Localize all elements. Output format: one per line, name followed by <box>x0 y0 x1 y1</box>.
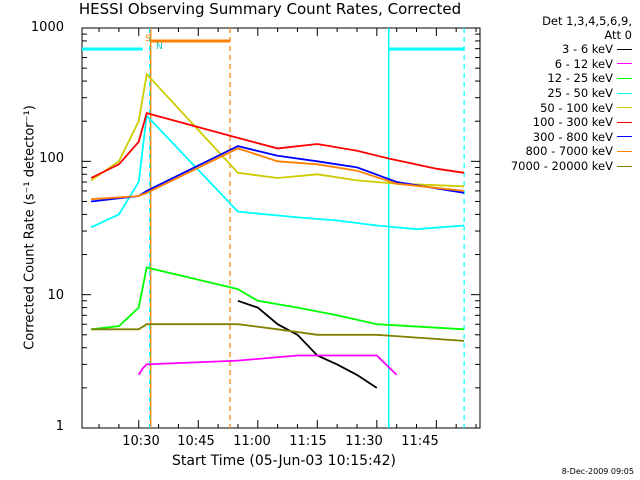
legend-label: 7000 - 20000 keV <box>510 159 613 174</box>
legend-label: 3 - 6 keV <box>562 42 613 57</box>
legend-label: 6 - 12 keV <box>554 56 613 71</box>
y-tick-label: 10 <box>47 288 64 303</box>
legend-label: 12 - 25 keV <box>547 71 613 86</box>
legend-label: 25 - 50 keV <box>547 86 613 101</box>
legend-label: 800 - 7000 keV <box>525 144 613 159</box>
x-tick-label: 10:30 <box>122 434 160 449</box>
x-axis-label: Start Time (05-Jun-03 10:15:42) <box>172 453 396 469</box>
series-line-6 <box>90 111 465 179</box>
legend-item: 12 - 25 keV <box>486 71 632 86</box>
legend-label: 100 - 300 keV <box>532 115 613 130</box>
marker-label-s: S <box>145 34 151 44</box>
legend-swatch <box>617 63 632 65</box>
x-tick-label: 11:00 <box>233 434 271 449</box>
y-tick-label: 100 <box>39 151 64 166</box>
legend-swatch <box>617 150 632 152</box>
plot-frame <box>81 27 481 429</box>
legend-item: 100 - 300 keV <box>486 115 632 130</box>
series-line-1 <box>237 299 378 389</box>
x-tick-label: 11:30 <box>345 434 383 449</box>
legend-swatch <box>617 121 632 123</box>
legend-header-line-1: Det 1,3,4,5,6,9, <box>542 14 632 28</box>
legend-header-line-2: Att 0 <box>604 28 632 42</box>
legend-item: 800 - 7000 keV <box>486 144 632 159</box>
legend-swatch <box>617 107 632 109</box>
series-line-4 <box>90 113 465 231</box>
x-tick-label: 11:45 <box>401 434 439 449</box>
series-line-8 <box>91 147 465 201</box>
series-line-5 <box>90 72 465 188</box>
timestamp: 8-Dec-2009 09:05 <box>561 467 634 476</box>
y-axis-label: Corrected Count Rate (s⁻¹ detector⁻¹) <box>22 105 38 350</box>
series-line-9 <box>91 323 465 342</box>
legend-label: 300 - 800 keV <box>532 129 613 144</box>
legend-swatch <box>617 48 632 50</box>
legend-swatch <box>617 165 632 167</box>
legend-item: 6 - 12 keV <box>486 57 632 72</box>
marker-label-n: N <box>156 42 163 52</box>
x-tick-label: 11:15 <box>289 434 327 449</box>
series-line-3 <box>91 266 465 331</box>
x-tick-label: 10:45 <box>177 434 215 449</box>
chart-title: HESSI Observing Summary Count Rates, Cor… <box>78 0 462 18</box>
series-line-2 <box>137 354 398 376</box>
y-tick-label: 1 <box>55 419 64 434</box>
legend-item: 7000 - 20000 keV <box>486 159 632 174</box>
legend-item: 3 - 6 keV <box>486 42 632 57</box>
legend-item: 300 - 800 keV <box>486 130 632 145</box>
legend: Det 1,3,4,5,6,9, Att 0 3 - 6 keV 6 - 12 … <box>486 14 632 173</box>
y-tick-label: 1000 <box>30 20 64 35</box>
legend-label: 50 - 100 keV <box>540 100 613 115</box>
legend-swatch <box>617 77 632 79</box>
legend-swatch <box>617 92 632 94</box>
legend-swatch <box>617 136 632 138</box>
legend-item: 25 - 50 keV <box>486 86 632 101</box>
legend-item: 50 - 100 keV <box>486 100 632 115</box>
